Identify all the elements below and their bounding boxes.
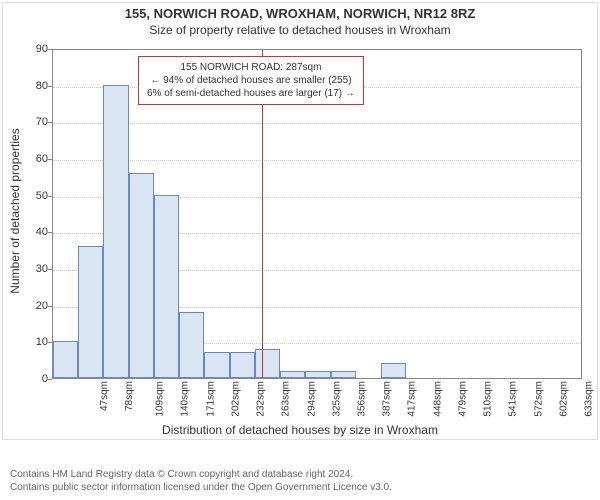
x-tick-label: 417sqm: [407, 381, 418, 417]
histogram-bar: [204, 352, 229, 378]
histogram-bar: [78, 246, 103, 378]
y-tick-label: 40: [0, 226, 48, 238]
y-tick-mark: [48, 232, 52, 233]
x-tick-label: 510sqm: [483, 381, 494, 417]
x-tick-label: 202sqm: [230, 381, 241, 417]
x-tick-label: 356sqm: [357, 381, 368, 417]
y-tick-label: 80: [0, 80, 48, 92]
y-tick-mark: [48, 269, 52, 270]
histogram-bar: [255, 349, 280, 378]
histogram-bar: [280, 371, 305, 378]
x-tick-label: 387sqm: [382, 381, 393, 417]
x-axis-label: Distribution of detached houses by size …: [0, 423, 600, 437]
y-tick-label: 50: [0, 190, 48, 202]
plot-area: 155 NORWICH ROAD: 287sqm ← 94% of detach…: [52, 49, 582, 379]
y-tick-mark: [48, 196, 52, 197]
histogram-bar: [381, 363, 406, 378]
x-tick-label: 541sqm: [508, 381, 519, 417]
info-line-3: 6% of semi-detached houses are larger (1…: [147, 87, 355, 100]
histogram-bar: [129, 173, 154, 378]
chart-area: Number of detached properties 155 NORWIC…: [0, 41, 600, 439]
y-tick-label: 20: [0, 300, 48, 312]
footer-line-1: Contains HM Land Registry data © Crown c…: [10, 468, 590, 481]
x-tick-label: 171sqm: [205, 381, 216, 417]
y-tick-label: 0: [0, 373, 48, 385]
histogram-bar: [103, 85, 128, 378]
y-tick-label: 10: [0, 336, 48, 348]
gridline: [53, 160, 581, 161]
x-tick-label: 633sqm: [584, 381, 595, 417]
footer-attribution: Contains HM Land Registry data © Crown c…: [10, 468, 590, 494]
x-tick-label: 448sqm: [432, 381, 443, 417]
y-tick-label: 70: [0, 116, 48, 128]
x-tick-label: 232sqm: [256, 381, 267, 417]
y-tick-mark: [48, 49, 52, 50]
y-tick-mark: [48, 342, 52, 343]
x-tick-label: 263sqm: [281, 381, 292, 417]
histogram-bar: [230, 352, 255, 378]
x-tick-label: 572sqm: [533, 381, 544, 417]
histogram-bar: [305, 371, 330, 378]
info-line-2: ← 94% of detached houses are smaller (25…: [147, 74, 355, 87]
y-tick-mark: [48, 306, 52, 307]
info-box: 155 NORWICH ROAD: 287sqm ← 94% of detach…: [138, 56, 364, 105]
footer-line-2: Contains public sector information licen…: [10, 481, 590, 494]
x-tick-label: 109sqm: [155, 381, 166, 417]
y-tick-mark: [48, 86, 52, 87]
x-tick-label: 479sqm: [458, 381, 469, 417]
y-tick-mark: [48, 122, 52, 123]
x-tick-label: 140sqm: [180, 381, 191, 417]
y-tick-mark: [48, 379, 52, 380]
histogram-bar: [154, 195, 179, 378]
x-tick-label: 602sqm: [558, 381, 569, 417]
histogram-bar: [53, 341, 78, 378]
y-tick-label: 60: [0, 153, 48, 165]
x-tick-label: 78sqm: [124, 381, 135, 411]
x-tick-label: 325sqm: [331, 381, 342, 417]
x-tick-label: 47sqm: [99, 381, 110, 411]
y-tick-label: 90: [0, 43, 48, 55]
info-line-1: 155 NORWICH ROAD: 287sqm: [147, 61, 355, 74]
histogram-bar: [331, 371, 356, 378]
x-tick-label: 294sqm: [306, 381, 317, 417]
histogram-bar: [179, 312, 204, 378]
y-tick-mark: [48, 159, 52, 160]
gridline: [53, 123, 581, 124]
y-tick-label: 30: [0, 263, 48, 275]
